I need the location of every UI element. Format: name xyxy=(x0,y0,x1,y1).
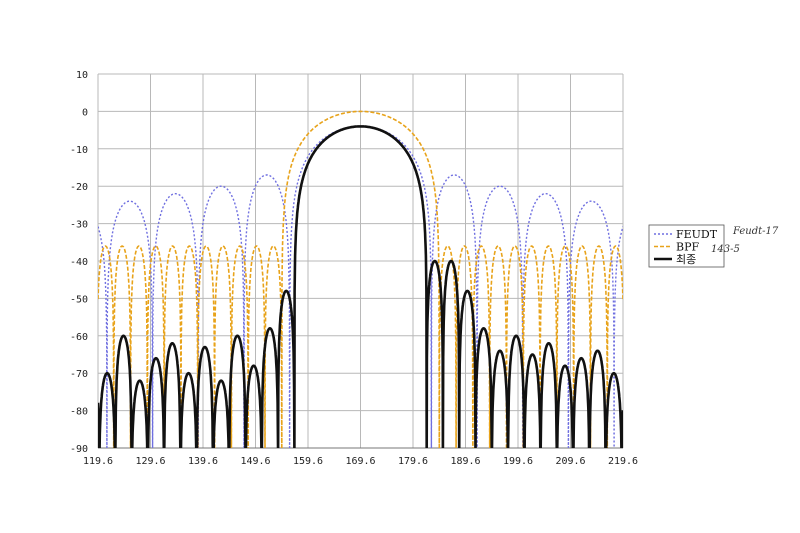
y-tick-label: -70 xyxy=(70,369,88,380)
y-tick-label: -60 xyxy=(70,332,88,343)
x-tick-label: 199.6 xyxy=(503,456,533,467)
y-tick-label: -40 xyxy=(70,257,88,268)
y-tick-label: -30 xyxy=(70,220,88,231)
legend-label: FEUDT xyxy=(676,228,718,241)
series-line-2 xyxy=(98,110,623,448)
y-tick-label: 0 xyxy=(82,107,88,118)
chart-plot-area xyxy=(98,110,623,448)
x-tick-label: 139.6 xyxy=(188,456,218,467)
series-line-3 xyxy=(98,125,623,448)
x-tick-label: 209.6 xyxy=(555,456,585,467)
y-tick-label: -20 xyxy=(70,182,88,193)
y-tick-label: -80 xyxy=(70,407,88,418)
x-tick-label: 169.6 xyxy=(345,456,375,467)
legend-label: BPF xyxy=(676,241,699,254)
chart-grid xyxy=(97,73,624,449)
y-tick-label: -90 xyxy=(70,444,88,455)
y-tick-label: -50 xyxy=(70,294,88,305)
handwritten-note: Feudt-17 xyxy=(732,226,779,237)
legend-label: 최종 xyxy=(676,253,696,266)
handwritten-notes: Feudt-17 143-5 xyxy=(711,226,779,255)
handwritten-note: 143-5 xyxy=(711,244,740,255)
x-axis-tick-labels: 119.6 129.6 139.6 149.6 159.6 169.6 179.6 189.6… xyxy=(83,456,638,467)
x-tick-label: 119.6 xyxy=(83,456,113,467)
series-line-1 xyxy=(98,125,623,448)
y-tick-label: -10 xyxy=(70,145,88,156)
x-tick-label: 149.6 xyxy=(240,456,270,467)
x-tick-label: 189.6 xyxy=(450,456,480,467)
x-tick-label: 179.6 xyxy=(398,456,428,467)
x-tick-label: 159.6 xyxy=(293,456,323,467)
x-tick-label: 129.6 xyxy=(135,456,165,467)
y-axis-tick-labels: 10 0 -10 -20 -30 -40 -50 -60 -70 -80 -90 xyxy=(70,70,88,455)
y-tick-label: 10 xyxy=(76,70,88,81)
x-tick-label: 219.6 xyxy=(608,456,638,467)
